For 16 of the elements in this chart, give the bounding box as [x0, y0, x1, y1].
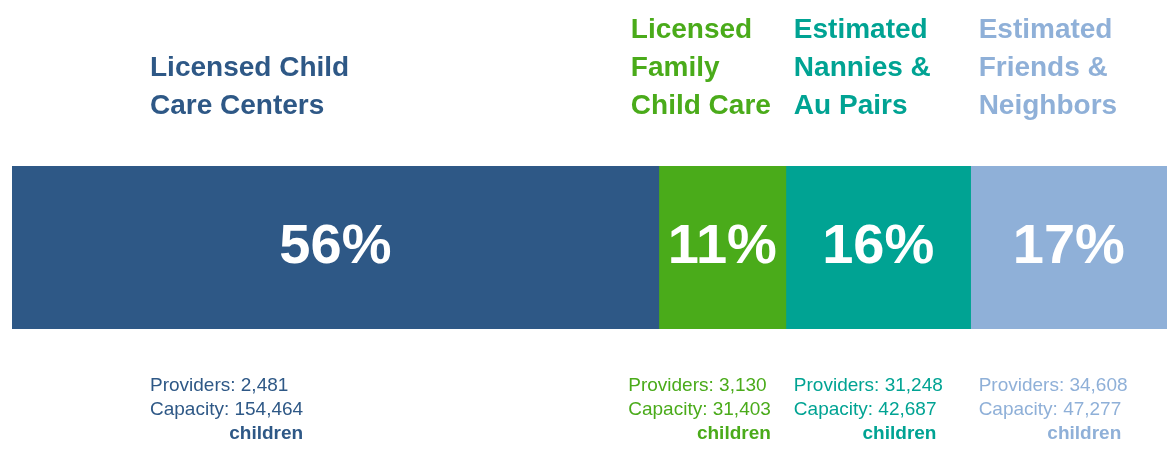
- text: Providers: 2,481 Capacity: 154,464 children: [150, 374, 304, 443]
- series-label: Estimated Friends & Neighbors: [978, 13, 1118, 120]
- bar: [785, 166, 971, 329]
- data-label: 11%: [667, 211, 777, 275]
- bar: [658, 166, 787, 329]
- bar: [12, 166, 660, 329]
- text: Providers: 3,130 Capacity: 31,403 children: [628, 374, 771, 443]
- series-label: Licensed Family Child Care: [630, 13, 771, 120]
- bar: [970, 166, 1167, 329]
- data-label: 16%: [822, 211, 935, 275]
- data-label: 17%: [1012, 211, 1125, 275]
- data-label: 56%: [279, 211, 392, 275]
- text: Providers: 34,608 Capacity: 47,277 children: [978, 374, 1128, 443]
- text: Providers: 31,248 Capacity: 42,687 children: [793, 374, 943, 443]
- series-label: Licensed Child Care Centers: [150, 51, 350, 120]
- series-label: Estimated Nannies & Au Pairs: [793, 13, 931, 120]
